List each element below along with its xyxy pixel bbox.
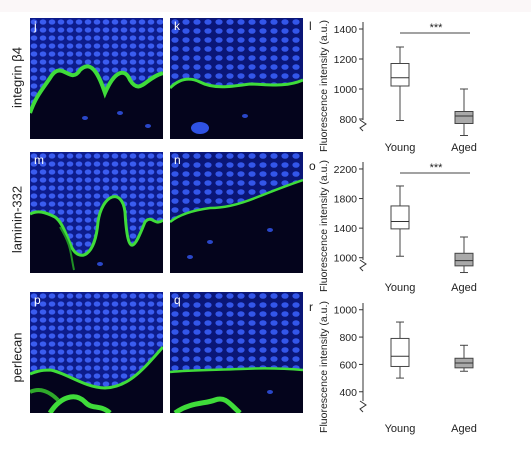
category-label: Young bbox=[385, 423, 416, 435]
axis-break bbox=[359, 259, 367, 272]
row-label-integrin: integrin β4 bbox=[9, 47, 25, 108]
boxplot-r: r Fluorescence intensity (a.u.) 400 600 800 1… bbox=[303, 295, 531, 450]
axis-break bbox=[359, 400, 367, 413]
boxplot-o: o Fluorescence intensity (a.u.) 1000 1400 18… bbox=[303, 154, 531, 309]
y-axis-label: Fluorescence intensity (a.u.) bbox=[318, 160, 330, 292]
micrograph-young-laminin: m bbox=[30, 152, 163, 273]
category-label: Aged bbox=[451, 142, 477, 154]
header-strip bbox=[0, 0, 531, 12]
y-tick-label: 400 bbox=[339, 387, 357, 399]
y-tick-label: 2200 bbox=[334, 164, 358, 176]
y-axis-label: Fluorescence intensity (a.u.) bbox=[318, 20, 330, 152]
box-aged bbox=[454, 111, 474, 124]
category-label: Aged bbox=[451, 282, 477, 294]
panel-label: l bbox=[309, 19, 312, 33]
y-axis-label: Fluorescence intensity (a.u.) bbox=[318, 301, 330, 433]
micrograph-image bbox=[170, 18, 303, 134]
panel-label: q bbox=[174, 293, 181, 307]
y-tick-label: 800 bbox=[339, 114, 357, 126]
micrograph-young-integrin: j bbox=[30, 18, 163, 139]
y-tick-label: 1000 bbox=[334, 253, 358, 265]
panel-label: r bbox=[309, 300, 313, 314]
panel-label: o bbox=[309, 159, 316, 173]
micrograph-image bbox=[30, 292, 163, 413]
micrograph-aged-laminin: n bbox=[170, 152, 303, 273]
panel-label: k bbox=[174, 19, 180, 33]
y-tick-label: 1400 bbox=[334, 223, 358, 235]
y-tick-label: 1800 bbox=[334, 194, 358, 206]
panel-label: m bbox=[34, 153, 44, 167]
micrograph-aged-perlecan: q bbox=[170, 292, 303, 413]
category-label: Young bbox=[385, 282, 416, 294]
panel-label: p bbox=[34, 293, 41, 307]
significance-label: *** bbox=[430, 162, 444, 174]
micrograph-image bbox=[30, 152, 163, 271]
row-label-laminin: laminin-332 bbox=[9, 185, 25, 254]
micrograph-image bbox=[30, 18, 163, 128]
micrograph-aged-integrin: k bbox=[170, 18, 303, 139]
y-tick-label: 1400 bbox=[334, 24, 358, 36]
significance-label: *** bbox=[430, 22, 444, 34]
box-young bbox=[390, 337, 410, 367]
y-tick-label: 1000 bbox=[334, 84, 358, 96]
box-young bbox=[390, 205, 410, 230]
micrograph-image bbox=[170, 292, 303, 413]
axis-break bbox=[359, 119, 367, 132]
boxplot-l: l Fluorescence intensity (a.u.) 800 1000 120… bbox=[303, 14, 531, 169]
box-young bbox=[390, 63, 410, 87]
micrograph-image bbox=[170, 152, 303, 259]
category-label: Aged bbox=[451, 423, 477, 435]
panel-label: j bbox=[34, 19, 37, 33]
y-tick-label: 1200 bbox=[334, 54, 358, 66]
y-tick-label: 600 bbox=[339, 359, 357, 371]
y-tick-label: 800 bbox=[339, 332, 357, 344]
box-aged bbox=[454, 252, 474, 267]
panel-label: n bbox=[174, 153, 181, 167]
y-tick-label: 1000 bbox=[334, 305, 358, 317]
row-label-perlecan: perlecan bbox=[9, 332, 25, 383]
category-label: Young bbox=[385, 142, 416, 154]
micrograph-young-perlecan: p bbox=[30, 292, 163, 413]
